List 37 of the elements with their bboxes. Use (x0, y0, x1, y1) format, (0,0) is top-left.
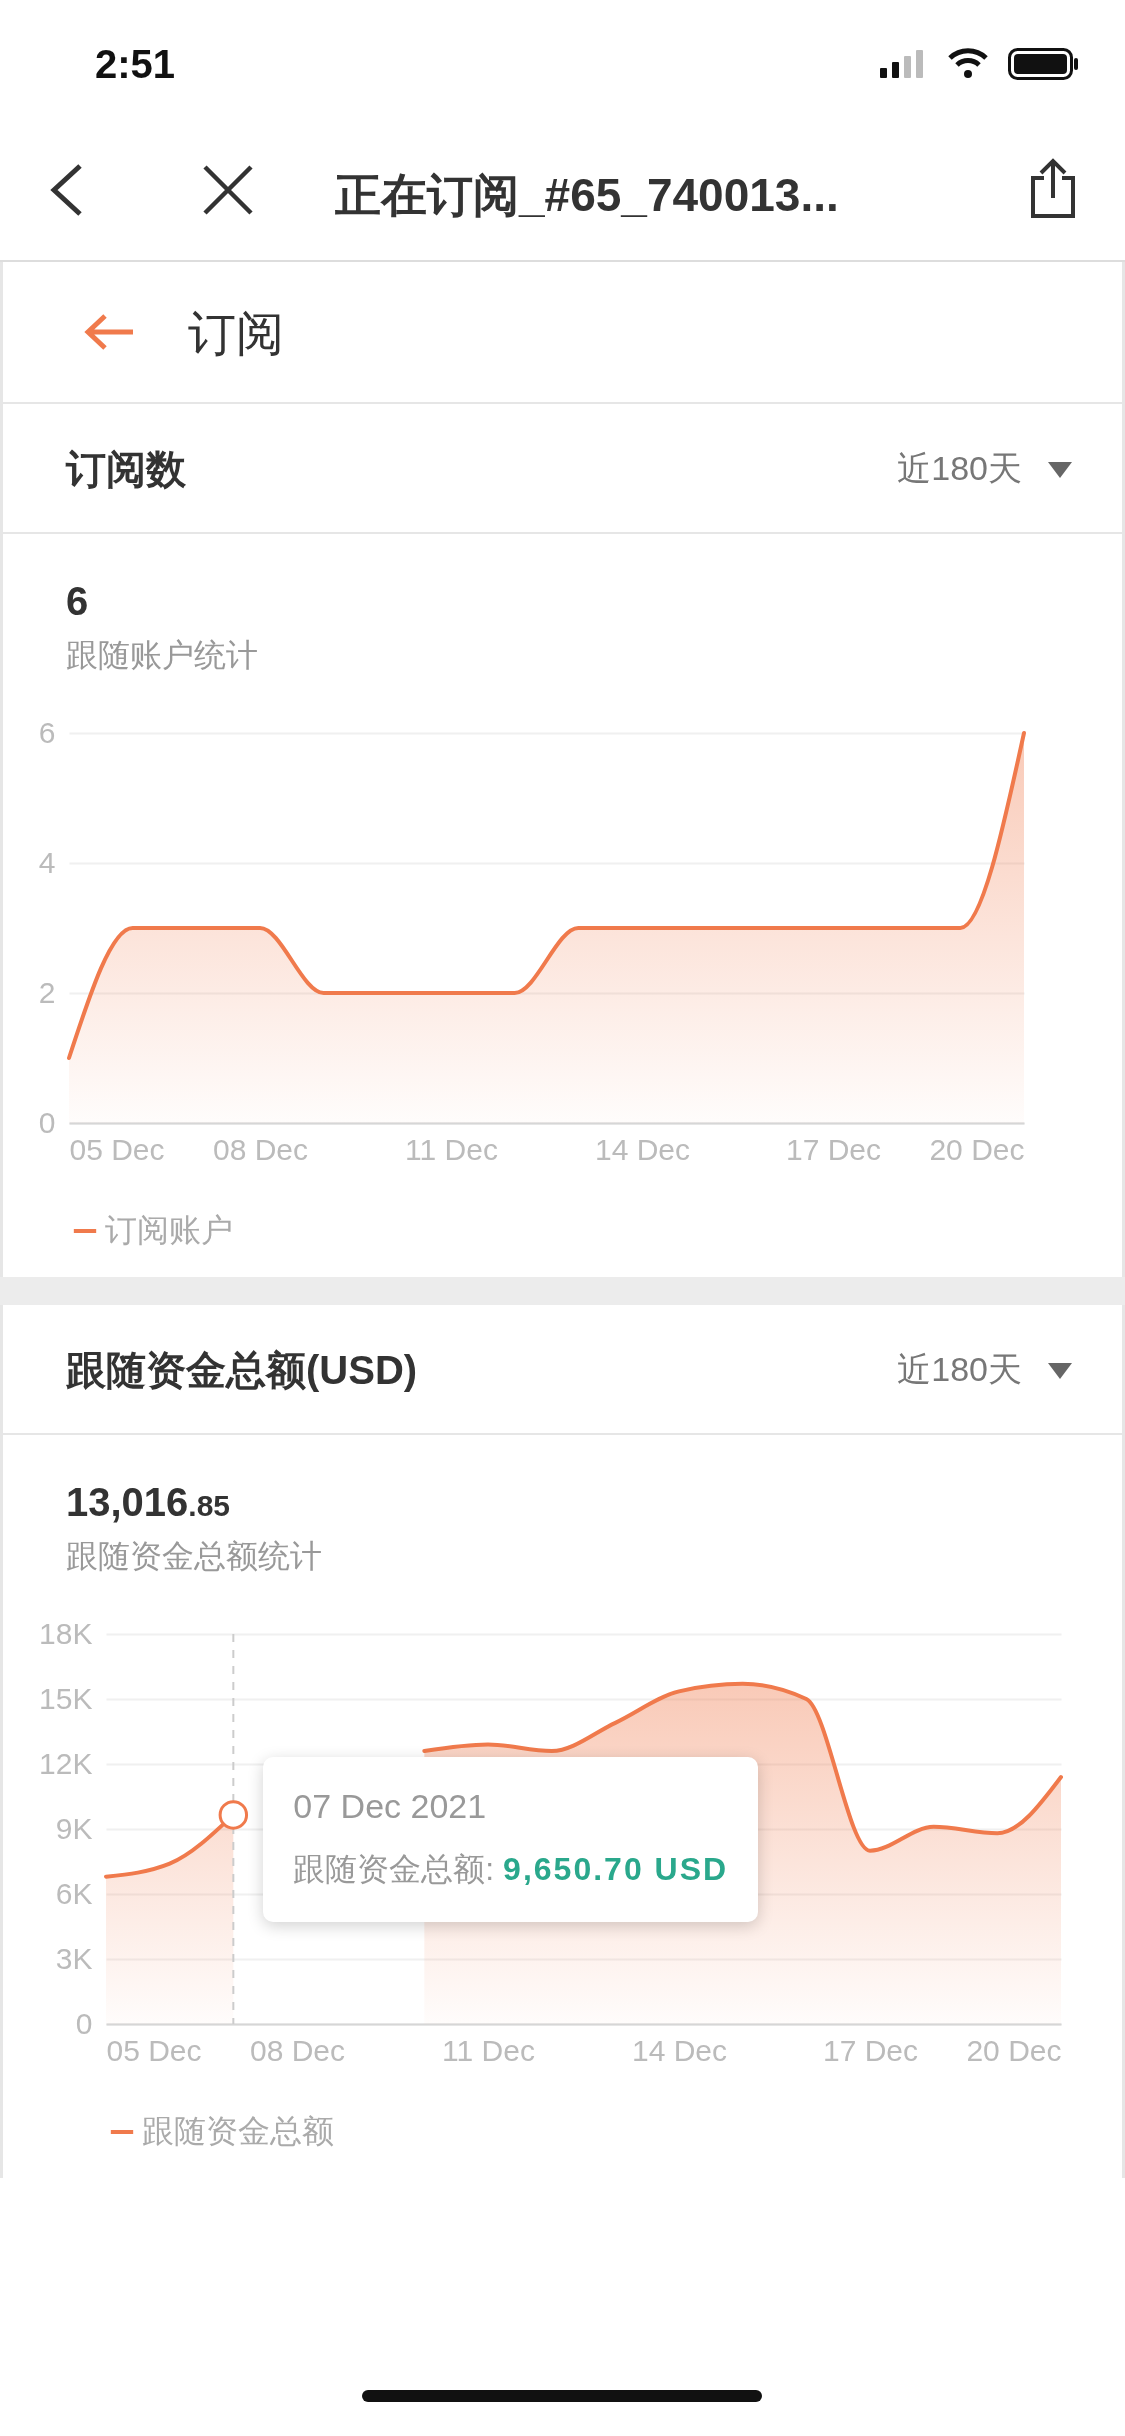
text: 近180天 (897, 448, 1022, 489)
x-tick-label: 20 Dec (966, 2033, 1062, 2067)
annotation: 跟随资金总额: 9,650.70 USD (293, 1849, 729, 1889)
y-tick-label: 6 (38, 715, 56, 749)
legend-label: 跟随资金总额 (142, 2113, 334, 2149)
x-tick-label: 11 Dec (405, 1132, 498, 1166)
x-tick-label: 05 Dec (106, 2033, 202, 2067)
x-tick-label: 14 Dec (594, 1132, 691, 1166)
x-tick-label: 08 Dec (249, 2033, 346, 2067)
y-tick-label: 3K (55, 1941, 93, 1975)
y-tick-label: 9K (55, 1811, 93, 1845)
chart-subtitle: 跟随资金总额统计 (66, 1537, 323, 1576)
y-tick-label: 4 (38, 845, 56, 879)
x-tick-label: 17 Dec (785, 1132, 882, 1166)
x-tick-label: 05 Dec (69, 1132, 165, 1166)
text: 13,016.85 (66, 1480, 232, 1525)
x-tick-label: 14 Dec (631, 2033, 728, 2067)
x-tick-label: 08 Dec (212, 1132, 309, 1166)
legend-label: 订阅账户 (105, 1212, 233, 1248)
x-tick-label: 20 Dec (929, 1132, 1025, 1166)
x-tick-label: 11 Dec (442, 2033, 535, 2067)
text: 2:51 (95, 42, 176, 87)
y-tick-label: 0 (75, 2006, 93, 2040)
chart-title: 订阅数 (66, 446, 186, 493)
x-tick-label: 17 Dec (822, 2033, 919, 2067)
text: 近180天 (897, 1349, 1022, 1390)
y-tick-label: 6K (55, 1876, 93, 1910)
chart-subtitle: 跟随账户统计 (66, 636, 259, 675)
y-tick-label: 2 (38, 975, 56, 1009)
y-tick-label: 18K (39, 1616, 93, 1650)
y-tick-label: 12K (39, 1746, 93, 1780)
annotation: 07 Dec 2021 (293, 1786, 488, 1826)
chart-title: 跟随资金总额(USD) (66, 1347, 418, 1394)
text: 订阅 (188, 306, 284, 362)
y-tick-label: 15K (39, 1681, 93, 1715)
text: 正在订阅_#65_740013... (335, 168, 839, 223)
y-tick-label: 0 (38, 1105, 56, 1139)
